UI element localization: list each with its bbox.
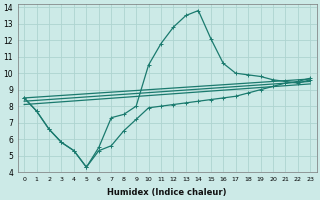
X-axis label: Humidex (Indice chaleur): Humidex (Indice chaleur) [108, 188, 227, 197]
